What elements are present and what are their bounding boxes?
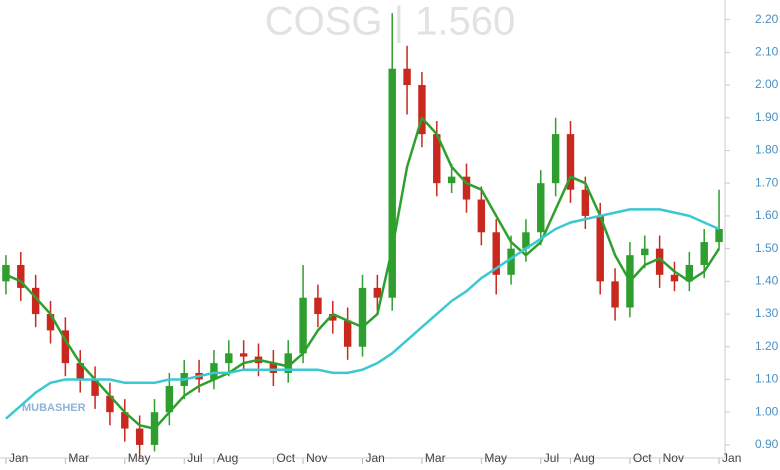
moving-average [5, 116, 721, 430]
x-tick-label: Jan [366, 451, 385, 465]
candle-body [655, 248, 664, 275]
y-tick-label: 1.60 [755, 208, 779, 222]
candle-body [373, 287, 382, 298]
candle-body [343, 320, 352, 347]
candle-body [641, 248, 649, 256]
candle-body [611, 281, 619, 308]
x-tick-label: Nov [663, 451, 684, 465]
candle-body [46, 314, 55, 331]
candle-body [447, 176, 456, 184]
candle-body [2, 264, 10, 282]
candle-body [210, 363, 218, 380]
candle-body [314, 297, 322, 315]
candle-body [477, 199, 486, 233]
candle-body [596, 215, 604, 282]
x-tick-label: Jan [9, 451, 28, 465]
x-tick-label: May [484, 451, 507, 465]
candle-body [61, 330, 70, 364]
candle-body [329, 314, 337, 321]
y-tick-label: 1.00 [755, 404, 779, 418]
watermark: MUBASHER [22, 402, 86, 414]
candle-body [239, 353, 248, 357]
x-tick-label: Aug [217, 451, 238, 465]
candle-body [165, 386, 174, 413]
candle-body [566, 134, 575, 190]
candle-body [433, 134, 441, 184]
candle-body [715, 229, 723, 243]
x-tick-label: May [128, 451, 151, 465]
y-tick-label: 1.20 [755, 339, 779, 353]
candle-body [225, 353, 233, 364]
candle-body [106, 395, 114, 413]
candle-body [537, 183, 545, 233]
moving-average [5, 208, 720, 420]
candle-body [31, 287, 40, 315]
candle-body [17, 264, 25, 288]
candle-body [269, 363, 278, 373]
y-tick-label: 1.30 [755, 306, 779, 320]
y-tick-label: 1.80 [755, 143, 779, 157]
candle-body [121, 412, 129, 429]
candle-body [418, 85, 426, 135]
x-tick-label: Mar [68, 451, 89, 465]
y-tick-label: 1.90 [755, 110, 779, 124]
candle-body [299, 297, 307, 354]
candle-body [358, 287, 367, 347]
y-tick-label: 1.10 [755, 372, 779, 386]
candle-body [388, 68, 396, 298]
x-tick-label: Oct [276, 451, 295, 465]
x-tick-label: Jul [544, 451, 559, 465]
candle-body [135, 428, 144, 445]
candle-body [284, 353, 292, 373]
candle-body [76, 363, 84, 380]
x-tick-label: Nov [306, 451, 327, 465]
candle-body [522, 232, 530, 249]
y-tick-label: 2.10 [755, 45, 779, 59]
candle-body [670, 274, 679, 282]
candle-body [91, 379, 99, 396]
x-tick-label: Oct [633, 451, 652, 465]
candle-body [492, 232, 500, 275]
candle-body [462, 176, 471, 200]
candle-body [700, 242, 708, 265]
candle-body [685, 264, 694, 282]
candle-body [581, 189, 590, 216]
y-tick-label: 1.40 [755, 274, 779, 288]
chart-title: COSG | 1.560 [265, 0, 516, 44]
y-tick-label: 2.20 [755, 12, 779, 26]
y-tick-label: 1.70 [755, 175, 779, 189]
candle-body [403, 68, 411, 86]
x-tick-label: Aug [573, 451, 594, 465]
y-tick-label: 0.90 [755, 437, 779, 451]
x-tick-label: Jul [187, 451, 202, 465]
y-tick-label: 2.00 [755, 77, 779, 91]
x-tick-label: Mar [425, 451, 446, 465]
y-tick-label: 1.50 [755, 241, 779, 255]
x-tick-label: Jan [722, 451, 741, 465]
candle-body [551, 134, 560, 184]
candle-body [507, 248, 515, 275]
